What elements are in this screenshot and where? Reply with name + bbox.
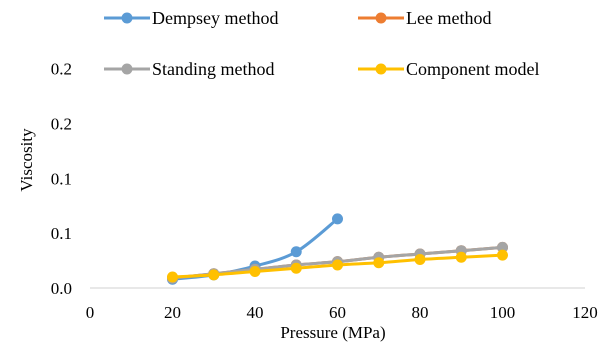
legend-marker [121, 12, 133, 24]
legend-marker [121, 63, 133, 75]
data-point [497, 249, 508, 261]
data-point [208, 269, 220, 281]
data-point [290, 246, 302, 258]
x-tick-label: 40 [247, 303, 264, 322]
legend-item: Component model [358, 59, 540, 79]
legend-item: Lee method [358, 8, 491, 28]
data-point [167, 271, 178, 283]
data-point [249, 266, 261, 278]
y-tick-label: 0.2 [51, 60, 72, 79]
legend-label: Dempsey method [152, 8, 278, 28]
legend: Dempsey method Lee method Standing method C… [104, 8, 540, 79]
data-point [373, 257, 385, 269]
x-tick-label: 80 [412, 303, 429, 322]
legend-item: Dempsey method [104, 8, 278, 28]
series-layer [167, 213, 508, 285]
axes: 0 20 40 60 80 100 120 0.0 0.1 0.1 0.2 0.2 [51, 60, 598, 322]
x-tick-label: 100 [490, 303, 516, 322]
y-axis-title: Viscosity [17, 128, 36, 192]
x-tick-label: 20 [164, 303, 181, 322]
series-component-model [167, 249, 508, 283]
x-tick-label: 0 [86, 303, 95, 322]
y-tick-label: 0.1 [51, 169, 72, 188]
legend-label: Lee method [406, 8, 491, 28]
y-tick-label: 0.0 [51, 279, 72, 298]
y-tick-label: 0.2 [51, 114, 72, 133]
x-axis-title: Pressure (MPa) [280, 323, 385, 342]
legend-item: Standing method [104, 59, 275, 79]
y-tick-label: 0.1 [51, 224, 72, 243]
data-point [290, 262, 302, 274]
data-point [497, 241, 508, 253]
data-point [455, 251, 467, 263]
legend-marker [375, 63, 387, 75]
x-tick-label: 120 [572, 303, 598, 322]
legend-label: Standing method [152, 59, 275, 79]
data-point [414, 253, 426, 265]
data-point [332, 213, 343, 225]
legend-marker [375, 12, 387, 24]
x-tick-label: 60 [329, 303, 346, 322]
data-point [332, 259, 343, 271]
legend-label: Component model [406, 59, 540, 79]
